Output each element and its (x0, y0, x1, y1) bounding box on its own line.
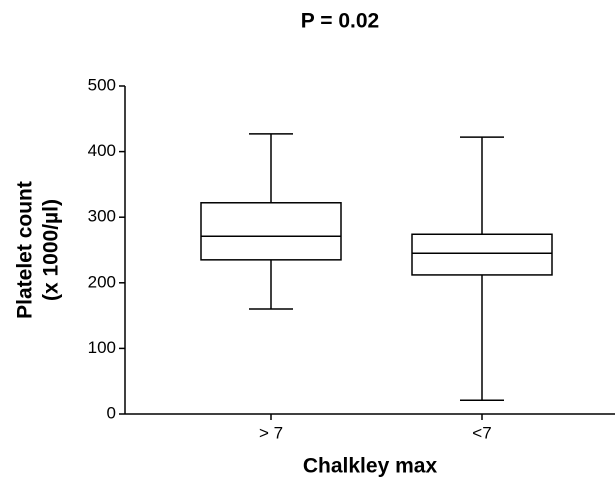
y-axis-label: (x 1000/µl) (40, 199, 63, 301)
y-tick-label: 100 (88, 338, 116, 357)
x-axis-label: Chalkley max (303, 455, 438, 478)
y-tick-label: 300 (88, 207, 116, 226)
chart-title: P = 0.02 (301, 10, 379, 33)
y-tick-label: 0 (107, 403, 116, 422)
y-tick-label: 500 (88, 75, 116, 94)
x-tick-label: <7 (472, 423, 491, 442)
x-tick-label: > 7 (259, 423, 283, 442)
box (200, 202, 342, 261)
box (411, 233, 553, 276)
y-axis-label: Platelet count (14, 181, 37, 319)
y-tick-label: 200 (88, 272, 116, 291)
y-tick-label: 400 (88, 141, 116, 160)
